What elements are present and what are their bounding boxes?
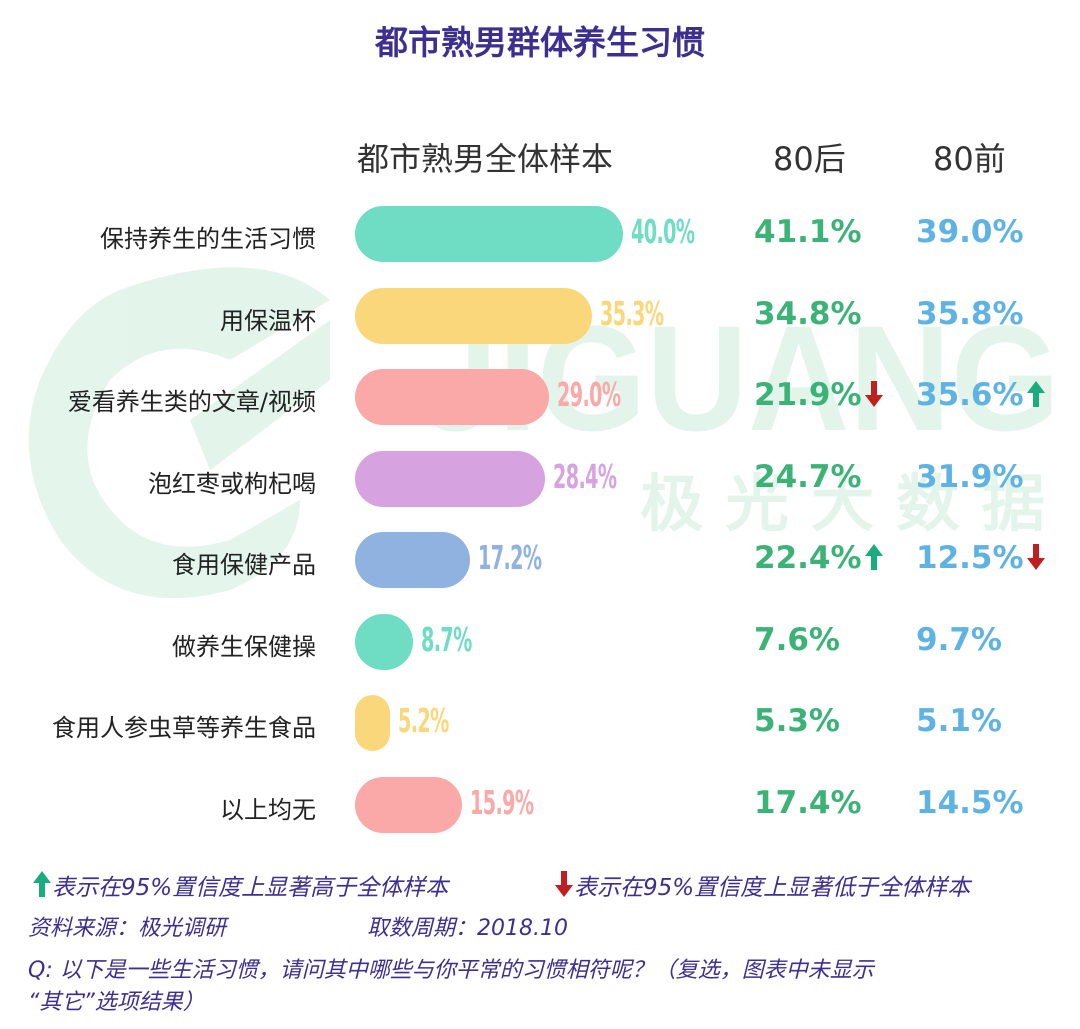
legend-up: 表示在95%置信度上显著高于全体样本	[30, 868, 448, 902]
row-label: 食用保健产品	[172, 551, 316, 579]
bar-value-label: 35.3%	[599, 293, 664, 333]
source-note: 资料来源：极光调研	[28, 916, 227, 941]
value-g80h-text: 7.6%	[754, 621, 840, 658]
bar-value-label: 8.7%	[421, 619, 473, 659]
row-label: 泡红枣或枸杞喝	[148, 469, 316, 498]
down-arrow-icon	[555, 871, 573, 897]
up-arrow-icon	[1026, 381, 1045, 407]
bar-value-label: 17.2%	[478, 538, 542, 577]
value-g80q-text: 5.1%	[916, 703, 1002, 739]
value-g80h-text: 34.8%	[754, 295, 862, 332]
row-label: 食用人参虫草等养生食品	[52, 714, 316, 742]
value-g80q: 14.5%	[916, 785, 1024, 821]
question-note-line2: “其它”选项结果）	[28, 990, 205, 1015]
up-arrow-icon	[864, 544, 883, 570]
bar-value-label: 5.2%	[397, 701, 449, 740]
question-note-line1: Q: 以下是一些生活习惯，请问其中哪些与你平常的习惯相符呢？（复选，图表中未显示	[28, 958, 874, 983]
bar-total	[355, 369, 550, 425]
legend-down: 表示在95%置信度上显著低于全体样本	[552, 868, 970, 902]
value-g80q: 35.8%	[916, 296, 1024, 332]
value-g80h-text: 21.9%	[754, 377, 862, 413]
value-g80q-text: 39.0%	[916, 214, 1024, 250]
bar-total	[355, 695, 390, 751]
value-g80h-text: 24.7%	[754, 458, 862, 495]
value-g80q-text: 35.8%	[916, 295, 1024, 332]
column-header-80q: 80前	[933, 140, 1006, 178]
value-g80q: 12.5%	[916, 540, 1046, 576]
value-g80h-text: 5.3%	[754, 703, 840, 739]
row-label: 用保温杯	[220, 306, 316, 335]
bar-value-label: 15.9%	[469, 782, 534, 822]
bar-total	[355, 776, 462, 833]
value-g80h: 24.7%	[754, 459, 862, 495]
row-label: 以上均无	[220, 795, 316, 824]
value-g80q: 9.7%	[916, 622, 1002, 658]
value-g80h: 17.4%	[754, 785, 862, 821]
bar-value-label: 40.0%	[631, 212, 695, 251]
bar-total	[355, 613, 414, 670]
value-g80q: 39.0%	[916, 214, 1024, 250]
value-g80h-text: 17.4%	[754, 784, 862, 821]
value-g80q: 31.9%	[916, 459, 1024, 495]
value-g80q-text: 35.6%	[916, 377, 1024, 413]
value-g80h: 34.8%	[754, 296, 862, 332]
row-label: 做养生保健操	[172, 632, 316, 661]
value-g80q-text: 12.5%	[916, 540, 1024, 576]
legend-up-text: 表示在95%置信度上显著高于全体样本	[52, 875, 449, 901]
down-arrow-icon	[1026, 544, 1045, 570]
value-g80h-text: 41.1%	[754, 214, 862, 250]
down-arrow-icon	[864, 381, 883, 407]
value-g80h-text: 22.4%	[754, 540, 862, 576]
bar-total	[355, 450, 546, 507]
column-header-total: 都市熟男全体样本	[357, 140, 614, 178]
row-label: 爱看养生类的文章/视频	[67, 388, 316, 416]
bar-total	[355, 206, 623, 262]
chart-title: 都市熟男群体养生习惯	[375, 23, 705, 62]
value-g80h: 41.1%	[754, 214, 862, 250]
value-g80h: 22.4%	[754, 540, 884, 576]
bar-total	[355, 287, 592, 344]
value-g80h: 7.6%	[754, 622, 840, 658]
value-g80q-text: 14.5%	[916, 784, 1024, 821]
value-g80q: 35.6%	[916, 377, 1046, 413]
value-g80h: 5.3%	[754, 703, 840, 739]
value-g80q-text: 9.7%	[916, 621, 1002, 658]
bar-value-label: 28.4%	[553, 456, 617, 496]
bar-total	[355, 532, 471, 588]
value-g80q: 5.1%	[916, 703, 1002, 739]
value-g80h: 21.9%	[754, 377, 884, 413]
period-note: 取数周期：2018.10	[367, 916, 568, 941]
bar-value-label: 29.0%	[557, 375, 621, 414]
value-g80q-text: 31.9%	[916, 458, 1024, 495]
legend-down-text: 表示在95%置信度上显著低于全体样本	[574, 875, 971, 901]
column-header-80h: 80后	[773, 140, 846, 178]
row-label: 保持养生的生活习惯	[100, 225, 316, 253]
up-arrow-icon	[33, 871, 51, 897]
